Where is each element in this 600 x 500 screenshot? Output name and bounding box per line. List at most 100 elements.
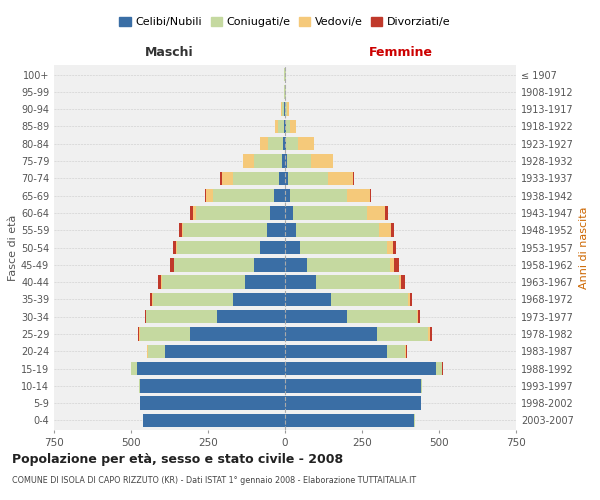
Bar — [285, 327, 377, 340]
Bar — [391, 224, 394, 237]
Bar — [285, 292, 331, 306]
Bar — [285, 137, 286, 150]
Bar — [285, 189, 290, 202]
Bar — [173, 258, 174, 272]
Bar — [282, 102, 284, 116]
Bar — [140, 327, 190, 340]
Bar — [165, 344, 285, 358]
Bar — [245, 276, 285, 289]
Y-axis label: Anni di nascita: Anni di nascita — [579, 206, 589, 289]
Bar — [353, 172, 354, 185]
Bar — [279, 172, 285, 185]
Bar — [131, 362, 137, 376]
Bar — [328, 172, 353, 185]
Bar — [220, 172, 222, 185]
Bar — [290, 120, 296, 133]
Bar — [410, 292, 412, 306]
Bar — [260, 137, 268, 150]
Bar — [298, 137, 314, 150]
Bar — [406, 344, 407, 358]
Bar — [421, 379, 422, 392]
Bar — [140, 379, 285, 392]
Bar — [278, 120, 284, 133]
Bar — [418, 310, 420, 324]
Bar — [430, 327, 432, 340]
Bar — [285, 120, 286, 133]
Bar — [285, 224, 296, 237]
Bar — [196, 206, 269, 220]
Bar — [285, 310, 347, 324]
Bar — [222, 172, 233, 185]
Bar — [145, 310, 146, 324]
Bar — [275, 120, 278, 133]
Bar — [266, 224, 285, 237]
Bar — [316, 276, 399, 289]
Bar — [243, 154, 244, 168]
Bar — [285, 241, 301, 254]
Bar — [301, 241, 386, 254]
Bar — [287, 102, 289, 116]
Bar — [393, 241, 397, 254]
Bar — [287, 154, 311, 168]
Bar — [284, 68, 285, 82]
Bar — [283, 137, 285, 150]
Bar — [152, 292, 233, 306]
Bar — [311, 154, 333, 168]
Bar — [285, 68, 286, 82]
Bar — [284, 85, 285, 98]
Bar — [307, 258, 390, 272]
Bar — [147, 344, 148, 358]
Bar — [286, 137, 298, 150]
Bar — [333, 154, 334, 168]
Bar — [282, 154, 285, 168]
Bar — [286, 120, 290, 133]
Bar — [206, 189, 212, 202]
Text: Popolazione per età, sesso e stato civile - 2008: Popolazione per età, sesso e stato civil… — [12, 452, 343, 466]
Text: Maschi: Maschi — [145, 46, 194, 59]
Bar — [347, 310, 418, 324]
Bar — [379, 224, 391, 237]
Text: Femmine: Femmine — [368, 46, 433, 59]
Bar — [285, 379, 421, 392]
Bar — [281, 102, 282, 116]
Bar — [190, 327, 285, 340]
Bar — [233, 172, 279, 185]
Bar — [139, 327, 140, 340]
Bar — [401, 276, 405, 289]
Bar — [405, 344, 406, 358]
Bar — [143, 414, 285, 427]
Bar — [212, 189, 274, 202]
Bar — [367, 206, 385, 220]
Bar — [385, 206, 388, 220]
Bar — [293, 206, 367, 220]
Bar — [193, 206, 196, 220]
Bar — [139, 379, 140, 392]
Bar — [285, 344, 386, 358]
Bar — [217, 310, 285, 324]
Bar — [285, 172, 288, 185]
Bar — [285, 396, 421, 410]
Bar — [244, 154, 254, 168]
Bar — [162, 276, 245, 289]
Y-axis label: Fasce di età: Fasce di età — [8, 214, 18, 280]
Bar — [386, 344, 405, 358]
Bar — [436, 362, 442, 376]
Bar — [286, 102, 287, 116]
Bar — [284, 102, 285, 116]
Bar — [148, 344, 165, 358]
Bar — [285, 85, 286, 98]
Bar — [158, 276, 161, 289]
Bar — [390, 258, 394, 272]
Bar — [254, 154, 282, 168]
Bar — [177, 241, 260, 254]
Bar — [140, 396, 285, 410]
Bar — [179, 224, 182, 237]
Bar — [285, 258, 307, 272]
Bar — [284, 120, 285, 133]
Bar — [408, 292, 410, 306]
Bar — [386, 241, 393, 254]
Bar — [370, 189, 371, 202]
Bar — [182, 224, 184, 237]
Bar — [285, 206, 293, 220]
Bar — [290, 189, 347, 202]
